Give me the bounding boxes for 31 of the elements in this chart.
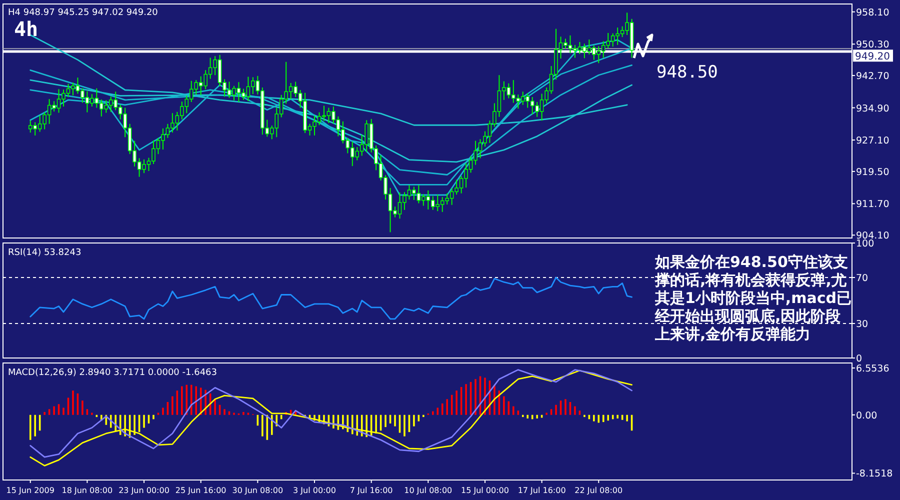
x-tick-label: 7 Jul 16:00 xyxy=(350,486,393,495)
x-tick-label: 23 Jun 00:00 xyxy=(118,486,170,495)
y-tick-label: 958.10 xyxy=(856,7,890,18)
y-tick-label: 6.5536 xyxy=(856,363,890,374)
text: 4h xyxy=(14,17,38,41)
x-tick-label: 15 Jul 00:00 xyxy=(460,486,509,495)
x-tick-label: 30 Jun 08:00 xyxy=(232,486,284,495)
y-tick-label: 927.10 xyxy=(856,136,890,147)
x-tick-label: 17 Jul 16:00 xyxy=(518,486,566,495)
y-tick-label: 100 xyxy=(856,238,874,250)
y-tick-label: 950.30 xyxy=(856,40,890,51)
x-tick-label: 18 Jun 08:00 xyxy=(62,486,113,495)
y-tick-label: 911.70 xyxy=(856,199,890,210)
legend-label: 948.50 xyxy=(656,62,718,83)
x-tick-label: 10 Jul 08:00 xyxy=(404,486,452,495)
y-tick-label: 0 xyxy=(856,354,862,364)
y-tick-label: 934.90 xyxy=(856,103,890,114)
x-tick-label: 3 Jul 00:00 xyxy=(293,486,336,495)
y-tick-label: -8.1518 xyxy=(856,468,893,480)
ref-line-label: 949.20 xyxy=(855,52,890,63)
x-tick-label: 25 Jun 16:00 xyxy=(175,486,226,495)
annotation: RSI(14) 53.8243 xyxy=(8,248,82,258)
text: H4 948.97 945.25 947.02 949.20 xyxy=(8,8,158,18)
y-tick-label: 70 xyxy=(856,273,868,284)
y-tick-label: 0.00 xyxy=(856,410,878,422)
annotation: MACD(12,26,9) 2.8940 3.7171 0.0000 -1.6463 xyxy=(8,368,218,378)
y-tick-label: 30 xyxy=(856,319,868,330)
y-tick-label: 942.70 xyxy=(856,71,890,82)
x-tick-label: 22 Jul 08:00 xyxy=(574,486,623,495)
x-tick-label: 15 Jun 2009 xyxy=(6,486,54,495)
y-tick-label: 919.50 xyxy=(856,166,890,178)
